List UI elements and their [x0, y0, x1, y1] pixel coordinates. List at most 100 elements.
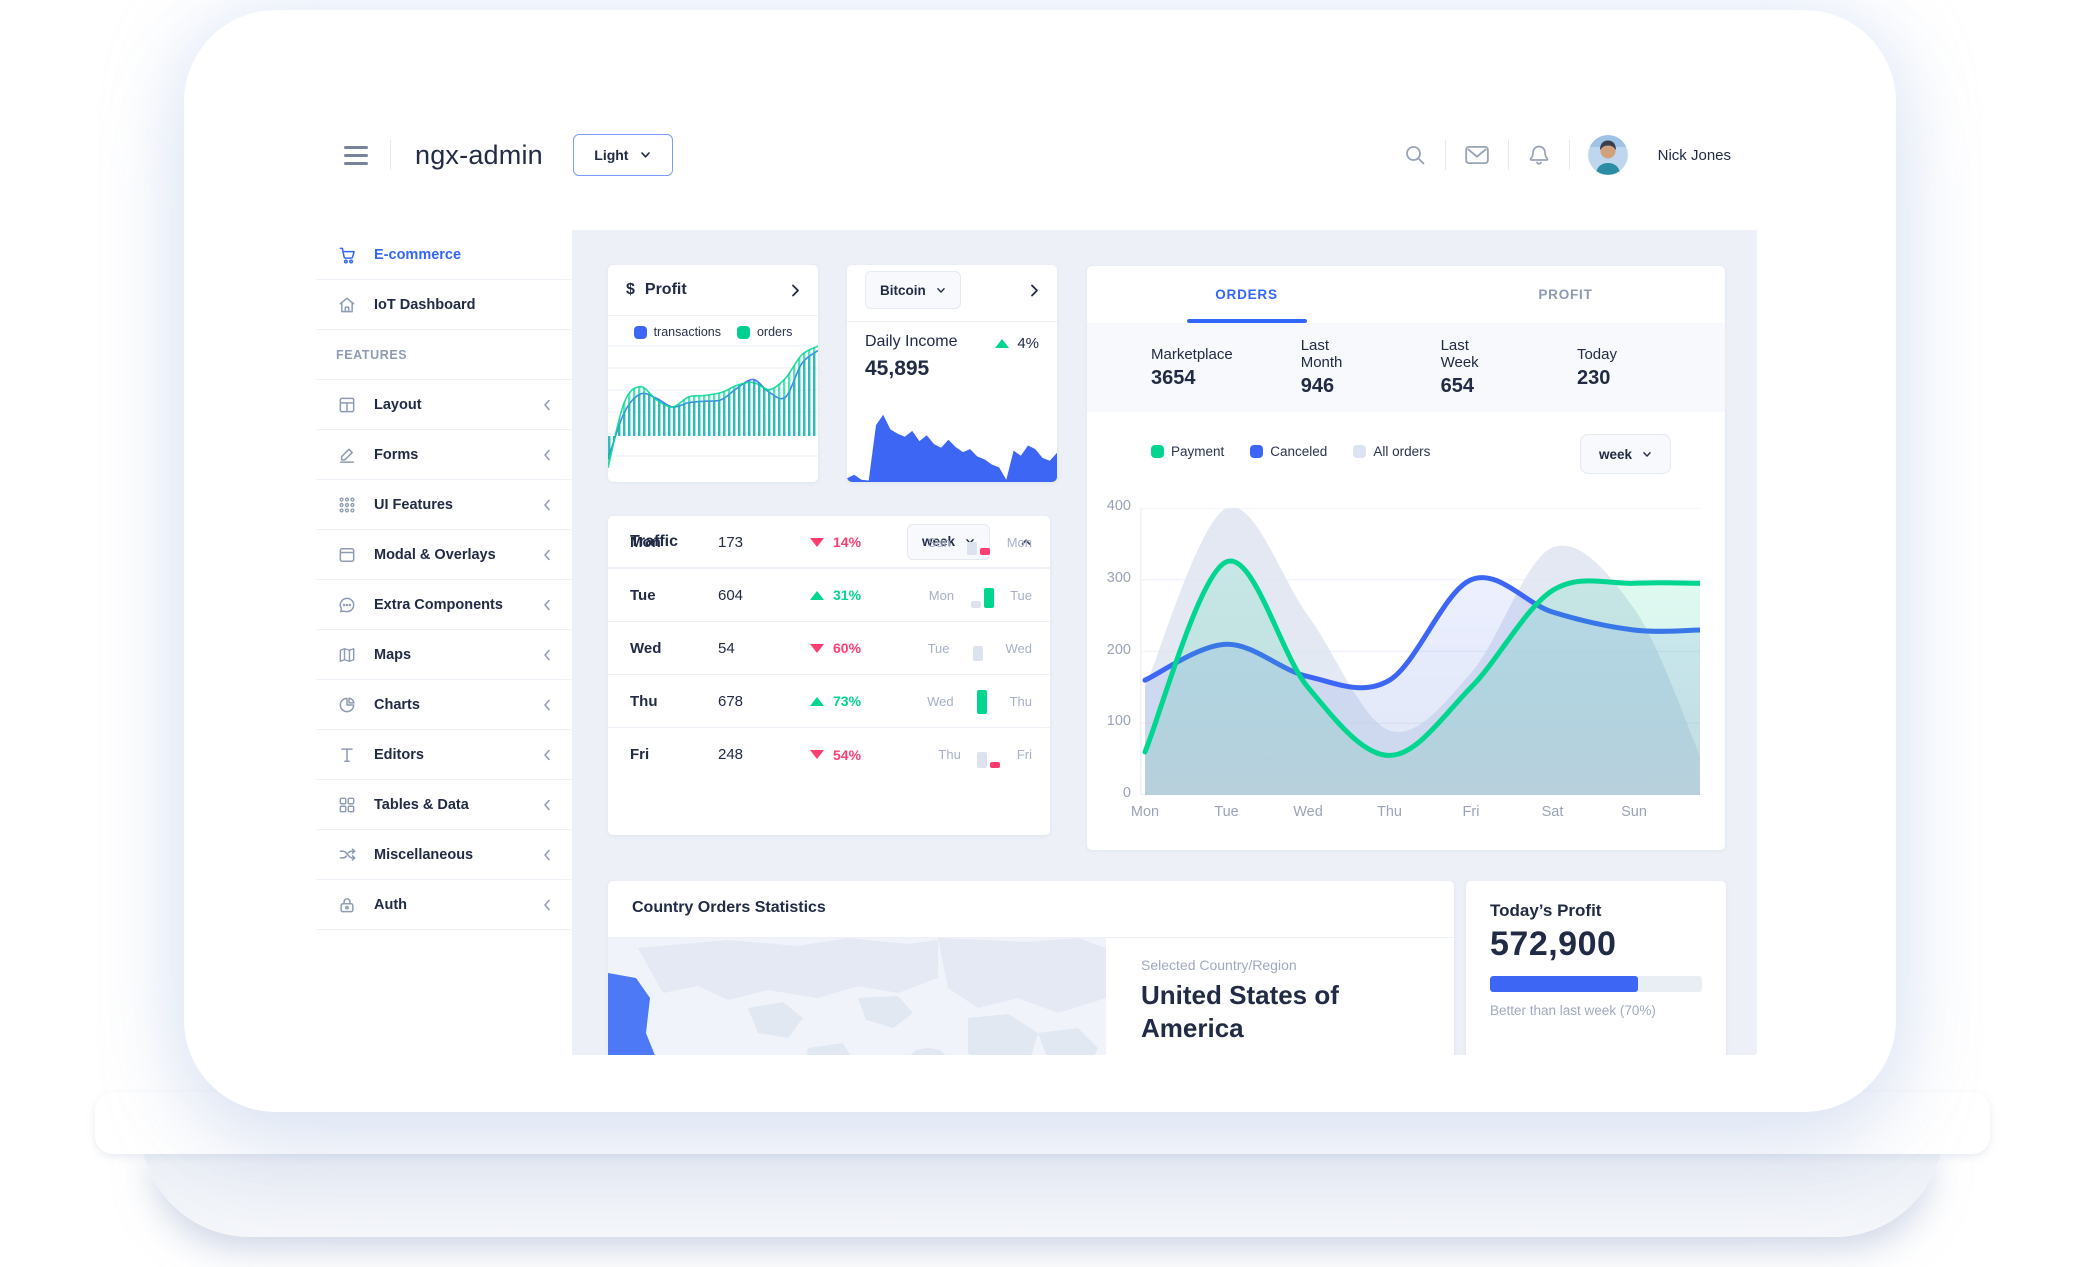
legend-label: transactions — [653, 325, 721, 339]
traffic-row: Thu 678 73% Wed Thu — [608, 675, 1050, 728]
world-map[interactable] — [608, 938, 1106, 1055]
delta-value: 60% — [833, 640, 862, 656]
avatar[interactable] — [1587, 135, 1628, 175]
traffic-delta: 54% — [810, 747, 920, 763]
card-title: Country Orders Statistics — [632, 899, 826, 916]
chevron-left-icon — [542, 549, 552, 561]
sidebar-item-ui-features[interactable]: UI Features — [316, 480, 572, 530]
y-axis-labels: 0 100 200 300 400 — [1106, 498, 1131, 801]
compare-from: Wed — [927, 693, 954, 709]
chevron-left-icon — [542, 699, 552, 711]
sidebar-item-label: Tables & Data — [374, 796, 469, 813]
sidebar-item-label: Layout — [374, 396, 422, 413]
sidebar-item-extra-components[interactable]: Extra Components — [316, 580, 572, 630]
compare-to: Mon — [1006, 534, 1032, 550]
theme-select[interactable]: Light — [572, 134, 673, 176]
header-divider — [1444, 140, 1446, 170]
trend-up-icon — [995, 339, 1010, 348]
sidebar-item-miscellaneous[interactable]: Miscellaneous — [316, 830, 572, 880]
trend-icon — [810, 750, 824, 759]
stat-last-month: Last Month 946 — [1301, 337, 1373, 398]
orders-period-select[interactable]: week — [1579, 434, 1671, 474]
compare-bars — [961, 529, 997, 555]
stat-value: 946 — [1300, 375, 1335, 397]
delta-value: 73% — [833, 693, 862, 709]
traffic-compare: Mon Tue — [929, 582, 1032, 608]
sidebar-item-forms[interactable]: Forms — [316, 430, 572, 480]
sidebar-item-e-commerce[interactable]: E-commerce — [316, 230, 572, 280]
grid-icon — [336, 794, 358, 816]
chevron-down-icon — [936, 287, 945, 293]
sidebar-item-auth[interactable]: Auth — [316, 880, 572, 930]
daily-income-label: Daily Income — [865, 333, 958, 350]
text-icon — [336, 744, 358, 766]
traffic-delta: 73% — [810, 693, 920, 709]
sidebar-item-layout[interactable]: Layout — [316, 380, 572, 430]
traffic-compare: Sun Mon — [928, 529, 1032, 555]
selected-country-name: United States of America — [1141, 980, 1339, 1044]
tab-orders[interactable]: ORDERS — [1087, 266, 1406, 323]
profit-area-chart — [608, 345, 818, 469]
stat-value: 3654 — [1151, 366, 1196, 389]
sidebar-item-label: Maps — [374, 646, 412, 663]
delta-value: 54% — [833, 746, 862, 763]
daily-income-value: 45,895 — [865, 357, 930, 380]
stat-last-week: Last Week 654 — [1441, 337, 1509, 398]
canceled-swatch — [1250, 445, 1264, 458]
sidebar-item-modal-overlays[interactable]: Modal & Overlays — [316, 530, 572, 580]
chevron-right-icon[interactable] — [791, 284, 800, 297]
chevron-left-icon — [542, 749, 552, 761]
traffic-compare: Thu Fri — [938, 742, 1032, 768]
header-divider — [1507, 140, 1509, 170]
traffic-value: 604 — [718, 586, 744, 604]
search-icon[interactable] — [1403, 143, 1427, 167]
sidebar-item-maps[interactable]: Maps — [316, 630, 572, 680]
menu-icon[interactable] — [344, 145, 368, 165]
profit-value: 572,900 — [1490, 925, 1617, 963]
user-name[interactable]: Nick Jones — [1657, 146, 1731, 164]
traffic-row: Tue 604 31% Mon Tue — [608, 569, 1050, 622]
trend-icon — [810, 696, 824, 706]
compare-bars — [964, 688, 1000, 714]
orders-chart-legend: Payment Canceled All orders — [1151, 444, 1430, 459]
sidebar-item-label: Miscellaneous — [374, 846, 474, 863]
traffic-value: 248 — [718, 746, 744, 763]
stat-value: 654 — [1440, 375, 1474, 397]
profit-progress-bar[interactable] — [1490, 976, 1702, 992]
email-icon[interactable] — [1464, 144, 1490, 166]
edit-icon — [336, 444, 358, 466]
tab-profit[interactable]: PROFIT — [1538, 287, 1593, 302]
card-title: Today’s Profit — [1490, 901, 1602, 920]
app-header: ngx-admin Light — [316, 80, 1757, 230]
currency-symbol: $ — [626, 281, 635, 298]
bell-icon[interactable] — [1527, 143, 1551, 167]
keypad-icon — [336, 494, 358, 516]
orders-card: ORDERS PROFIT Marketplace 3654 Last Mont… — [1087, 266, 1725, 850]
divider — [608, 937, 1454, 938]
chevron-left-icon — [542, 399, 552, 411]
bitcoin-select[interactable]: Bitcoin — [865, 271, 961, 309]
traffic-day: Tue — [630, 586, 656, 604]
period-value: week — [921, 534, 955, 549]
header-divider — [390, 140, 391, 170]
card-title: Profit — [644, 281, 687, 298]
chevron-down-icon — [641, 152, 651, 158]
traffic-day: Thu — [630, 692, 658, 710]
traffic-day: Mon — [630, 533, 661, 551]
compare-from: Thu — [938, 747, 961, 762]
traffic-delta: 60% — [810, 640, 920, 656]
chevron-left-icon — [542, 799, 552, 811]
chevron-right-icon[interactable] — [1030, 284, 1039, 297]
sidebar-item-charts[interactable]: Charts — [316, 680, 572, 730]
divider — [608, 315, 818, 316]
sidebar-item-iot-dashboard[interactable]: IoT Dashboard — [316, 280, 572, 330]
sidebar-item-tables-data[interactable]: Tables & Data — [316, 780, 572, 830]
sidebar-item-editors[interactable]: Editors — [316, 730, 572, 780]
legend-label: Canceled — [1270, 444, 1328, 459]
stat-marketplace: Marketplace 3654 — [1151, 346, 1233, 390]
collapse-icon[interactable] — [1020, 538, 1032, 546]
compare-to: Fri — [1016, 747, 1032, 762]
avatar-image — [1587, 135, 1628, 175]
progress-note: Better than last week (70%) — [1490, 1003, 1656, 1018]
legend-label: All orders — [1373, 444, 1431, 459]
